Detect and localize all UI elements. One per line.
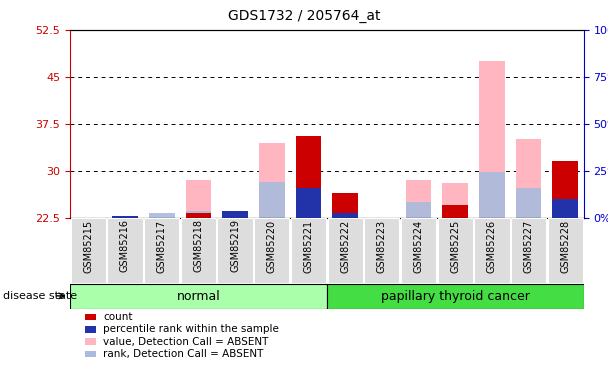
Bar [333, 213, 358, 217]
Bar [548, 217, 583, 283]
Bar [185, 180, 211, 218]
Text: GSM85221: GSM85221 [303, 219, 314, 273]
Bar [295, 188, 321, 218]
Bar [181, 217, 216, 283]
Text: GSM85225: GSM85225 [451, 219, 460, 273]
Bar [438, 217, 473, 283]
Bar [185, 211, 211, 217]
Text: GDS1732 / 205764_at: GDS1732 / 205764_at [228, 9, 380, 23]
Bar [149, 213, 174, 217]
Text: GSM85224: GSM85224 [413, 219, 424, 273]
Bar [112, 216, 138, 217]
Bar [108, 217, 143, 283]
Bar [71, 217, 106, 283]
Text: rank, Detection Call = ABSENT: rank, Detection Call = ABSENT [103, 349, 264, 359]
Bar [328, 217, 363, 283]
Text: count: count [103, 312, 133, 322]
Text: normal: normal [176, 290, 220, 303]
Bar [333, 193, 358, 217]
Text: GSM85219: GSM85219 [230, 219, 240, 273]
Text: GSM85216: GSM85216 [120, 219, 130, 273]
Text: GSM85227: GSM85227 [523, 219, 534, 273]
Bar [327, 284, 584, 309]
Bar [295, 136, 321, 218]
Text: GSM85228: GSM85228 [561, 219, 570, 273]
Bar [401, 217, 436, 283]
Bar [479, 61, 505, 217]
Text: GSM85220: GSM85220 [267, 219, 277, 273]
Text: GSM85226: GSM85226 [487, 219, 497, 273]
Bar [443, 205, 468, 218]
Bar [553, 161, 578, 218]
Bar [443, 183, 468, 218]
Bar [516, 188, 542, 218]
Bar [222, 211, 248, 217]
Text: GSM85223: GSM85223 [377, 219, 387, 273]
Bar [364, 217, 399, 283]
Bar [254, 217, 289, 283]
Bar [70, 284, 327, 309]
Text: value, Detection Call = ABSENT: value, Detection Call = ABSENT [103, 337, 269, 346]
Bar [144, 217, 179, 283]
Bar [295, 136, 321, 218]
Bar [474, 217, 510, 283]
Bar [218, 217, 253, 283]
Bar [553, 199, 578, 217]
Bar [291, 217, 326, 283]
Bar [511, 217, 546, 283]
Bar [295, 188, 321, 218]
Text: GSM85217: GSM85217 [157, 219, 167, 273]
Bar [259, 182, 285, 218]
Bar [112, 216, 138, 217]
Bar [516, 140, 542, 218]
Text: papillary thyroid cancer: papillary thyroid cancer [381, 290, 530, 303]
Text: percentile rank within the sample: percentile rank within the sample [103, 324, 279, 334]
Bar [406, 180, 432, 218]
Text: disease state: disease state [3, 291, 77, 301]
Text: GSM85222: GSM85222 [340, 219, 350, 273]
Bar [479, 172, 505, 217]
Text: GSM85215: GSM85215 [83, 219, 93, 273]
Bar [259, 142, 285, 218]
Text: GSM85218: GSM85218 [193, 219, 203, 273]
Bar [185, 213, 211, 217]
Bar [406, 202, 432, 217]
